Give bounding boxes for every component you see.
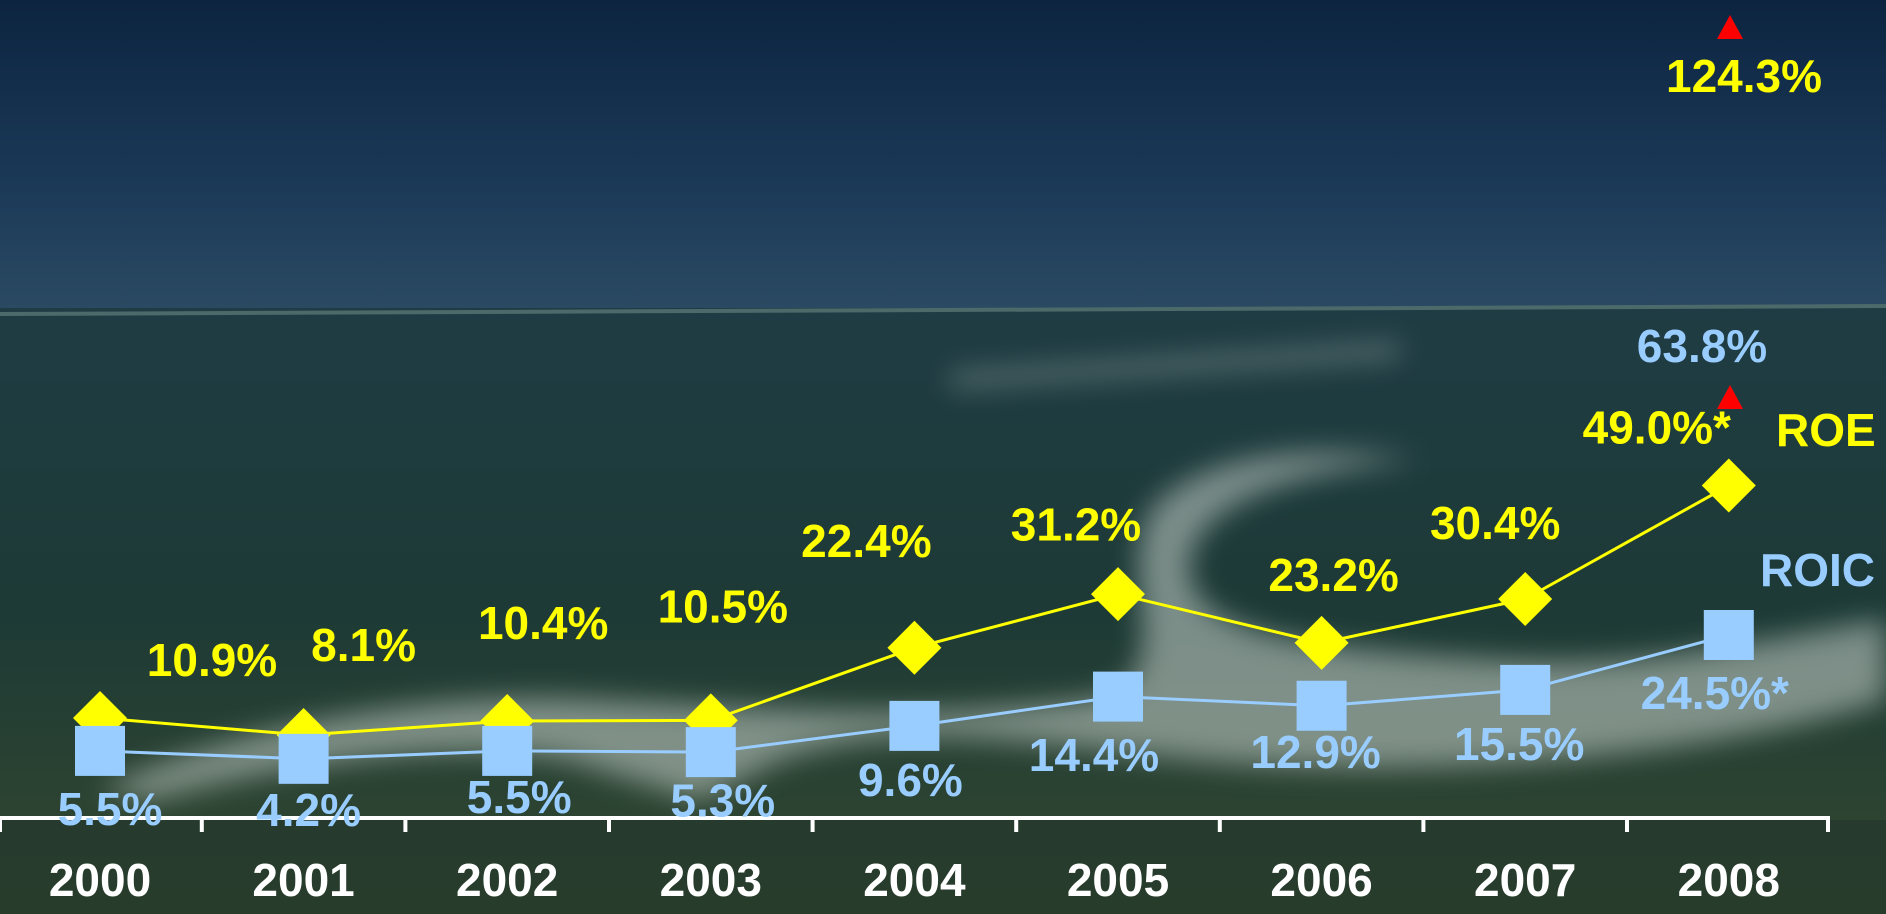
data-point (1704, 610, 1754, 660)
x-tick-label: 2005 (1067, 854, 1169, 906)
series-label: ROE (1776, 404, 1876, 456)
data-label: 31.2% (1011, 498, 1141, 550)
chart: 2000 2001 2002 2003 2004 2005 2006 2007 2008 10.9… (0, 0, 1886, 914)
data-label: 5.5% (467, 771, 572, 823)
annotation: 124.3% (1666, 50, 1822, 102)
data-point (1297, 681, 1347, 731)
background-sky (0, 0, 1886, 312)
x-tick-label: 2006 (1270, 854, 1372, 906)
data-label: 8.1% (311, 619, 416, 671)
data-point (1500, 665, 1550, 715)
data-label: 9.6% (858, 754, 963, 806)
x-tick-label: 2008 (1678, 854, 1780, 906)
data-point (482, 726, 532, 776)
page: 2000 2001 2002 2003 2004 2005 2006 2007 2008 10.9… (0, 0, 1886, 914)
data-label: 22.4% (801, 515, 931, 567)
x-tick-label: 2003 (660, 854, 762, 906)
x-tick-label: 2002 (456, 854, 558, 906)
data-label: 14.4% (1029, 729, 1159, 781)
data-label: 10.9% (147, 634, 277, 686)
data-label: 23.2% (1268, 549, 1398, 601)
data-label: 15.5% (1454, 718, 1584, 770)
data-label: 12.9% (1250, 726, 1380, 778)
data-point (686, 727, 736, 777)
data-label: 49.0%* (1583, 402, 1731, 454)
series-label: ROIC (1760, 544, 1875, 596)
annotation: 63.8% (1637, 320, 1767, 372)
x-tick-label: 2007 (1474, 854, 1576, 906)
x-tick-label: 2001 (252, 854, 354, 906)
data-label: 5.3% (670, 774, 775, 826)
x-tick-label: 2000 (49, 854, 151, 906)
data-label: 4.2% (256, 784, 361, 836)
data-label: 24.5%* (1641, 667, 1789, 719)
x-tick-label: 2004 (863, 854, 966, 906)
data-point (1093, 672, 1143, 722)
data-label: 5.5% (58, 783, 163, 835)
data-point (279, 734, 329, 784)
data-point (75, 726, 125, 776)
data-label: 30.4% (1430, 497, 1560, 549)
data-point (889, 701, 939, 751)
data-label: 10.4% (478, 597, 608, 649)
data-label: 10.5% (658, 581, 788, 633)
